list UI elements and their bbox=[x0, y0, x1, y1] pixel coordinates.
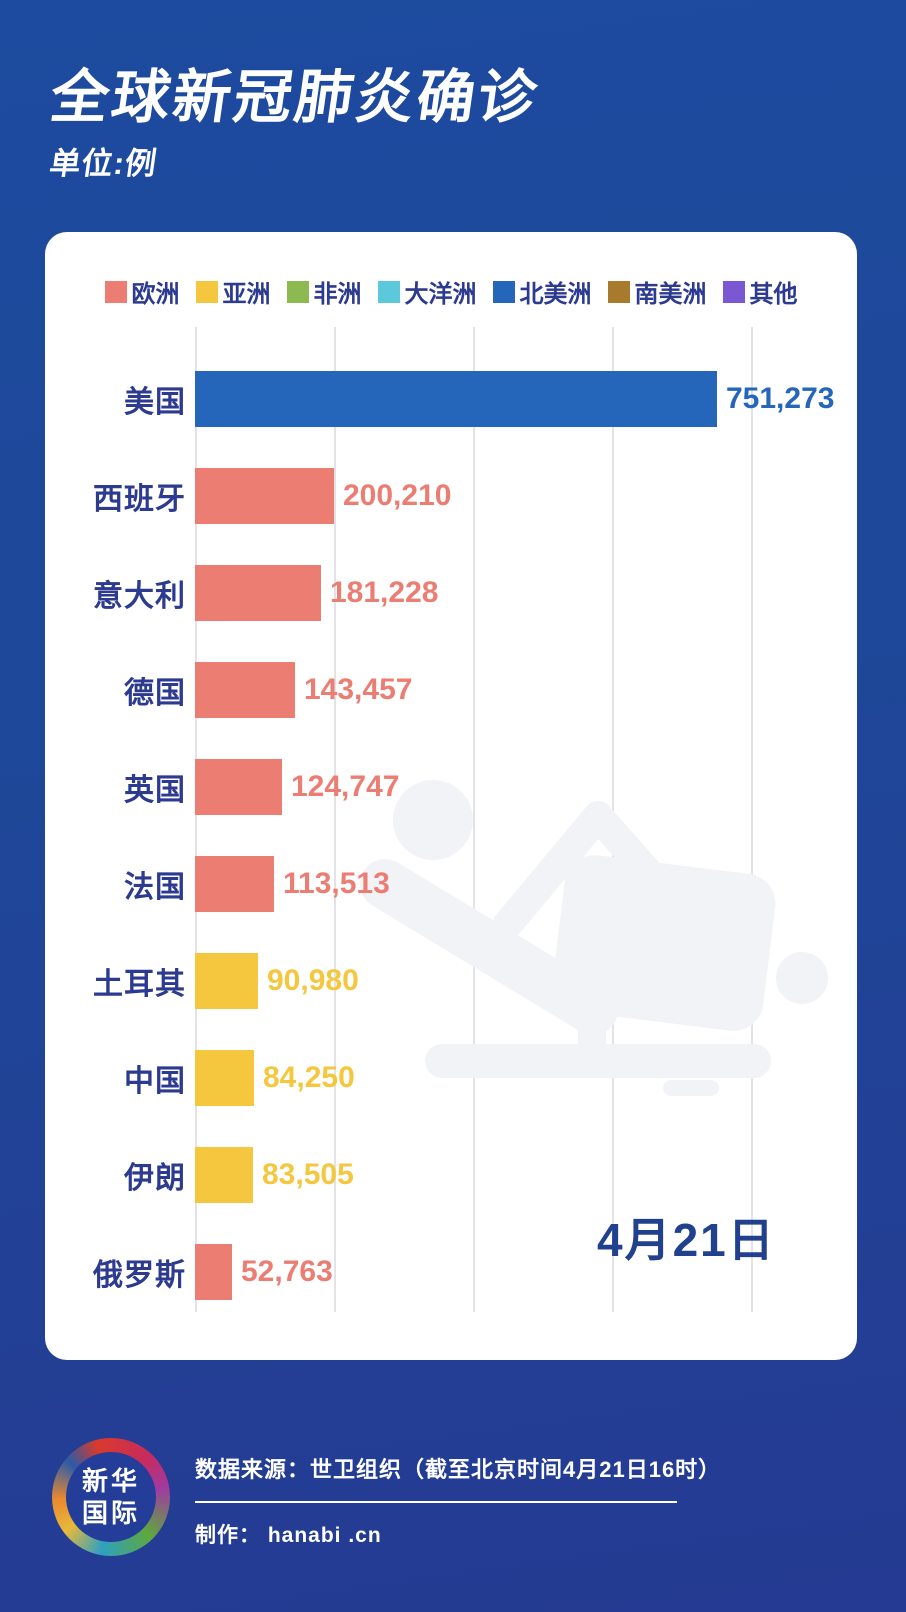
bar-row: 中国 84,250 bbox=[45, 1029, 857, 1126]
country-label: 美国 bbox=[124, 385, 186, 419]
credits: 数据来源：世卫组织（截至北京时间4月21日16时） 制作： hanabi .cn bbox=[195, 1452, 721, 1549]
bar-row: 意大利 181,228 bbox=[45, 544, 857, 641]
bar-row: 伊朗 83,505 bbox=[45, 1126, 857, 1223]
chart-card: 欧洲 亚洲 非洲 大洋洲 北美洲 南美洲 其他 美国 751,273 西班牙 200,210 意大利… bbox=[45, 232, 857, 1360]
value-label: 52,763 bbox=[241, 1254, 333, 1288]
value-label: 113,513 bbox=[283, 866, 390, 900]
credits-divider bbox=[195, 1501, 677, 1503]
legend: 欧洲 亚洲 非洲 大洋洲 北美洲 南美洲 其他 bbox=[45, 274, 857, 309]
bar-row: 德国 143,457 bbox=[45, 641, 857, 738]
legend-swatch-icon bbox=[607, 280, 630, 303]
value-label: 200,210 bbox=[343, 478, 452, 512]
country-label: 中国 bbox=[124, 1064, 186, 1098]
value-label: 83,505 bbox=[262, 1157, 354, 1191]
legend-item: 大洋洲 bbox=[377, 274, 477, 309]
country-label: 伊朗 bbox=[124, 1161, 186, 1195]
legend-swatch-icon bbox=[722, 280, 745, 303]
bar bbox=[195, 1243, 232, 1300]
bar-row: 英国 124,747 bbox=[45, 738, 857, 835]
country-label: 意大利 bbox=[93, 579, 186, 613]
bar bbox=[195, 661, 295, 718]
legend-label: 北美洲 bbox=[519, 281, 592, 308]
legend-label: 其他 bbox=[749, 281, 798, 308]
country-label: 俄罗斯 bbox=[93, 1258, 186, 1292]
legend-swatch-icon bbox=[104, 280, 127, 303]
legend-item: 北美洲 bbox=[492, 274, 592, 309]
bar-rows: 美国 751,273 西班牙 200,210 意大利 181,228 德国 143,457 英国… bbox=[45, 350, 857, 1320]
country-label: 德国 bbox=[124, 676, 186, 710]
bar bbox=[195, 370, 717, 427]
legend-item: 欧洲 bbox=[104, 274, 180, 309]
legend-swatch-icon bbox=[195, 280, 218, 303]
bar-chart: 欧洲 亚洲 非洲 大洋洲 北美洲 南美洲 其他 美国 751,273 西班牙 200,210 意大利… bbox=[45, 232, 857, 1360]
legend-item: 亚洲 bbox=[195, 274, 271, 309]
bar bbox=[195, 1049, 254, 1106]
legend-swatch-icon bbox=[377, 280, 400, 303]
logo-line2: 国际 bbox=[81, 1498, 140, 1528]
maker-text: 制作： hanabi .cn bbox=[195, 1524, 382, 1547]
value-label: 751,273 bbox=[726, 381, 835, 415]
data-source-text: 数据来源：世卫组织（截至北京时间4月21日16时） bbox=[195, 1457, 722, 1482]
bar-row: 俄罗斯 52,763 bbox=[45, 1223, 857, 1320]
xinhua-logo-text: 新华 国际 bbox=[66, 1452, 156, 1542]
legend-item: 非洲 bbox=[286, 274, 362, 309]
gridline bbox=[751, 327, 753, 1312]
legend-label: 欧洲 bbox=[131, 281, 180, 308]
bar-row: 西班牙 200,210 bbox=[45, 447, 857, 544]
country-label: 法国 bbox=[124, 870, 186, 904]
gridline bbox=[195, 327, 197, 1312]
gridline bbox=[334, 327, 336, 1312]
legend-label: 亚洲 bbox=[222, 281, 271, 308]
legend-swatch-icon bbox=[492, 280, 515, 303]
value-label: 84,250 bbox=[263, 1060, 355, 1094]
bar bbox=[195, 564, 321, 621]
legend-swatch-icon bbox=[286, 280, 309, 303]
legend-item: 其他 bbox=[722, 274, 798, 309]
legend-label: 非洲 bbox=[313, 281, 362, 308]
unit-label: 单位:例 bbox=[47, 146, 160, 181]
legend-label: 大洋洲 bbox=[404, 281, 477, 308]
country-label: 英国 bbox=[124, 773, 186, 807]
xinhua-logo: 新华 国际 bbox=[52, 1438, 170, 1556]
gridline bbox=[473, 327, 475, 1312]
footer: 新华 国际 数据来源：世卫组织（截至北京时间4月21日16时） 制作： hana… bbox=[0, 1424, 906, 1612]
value-label: 181,228 bbox=[330, 575, 439, 609]
bar-row: 法国 113,513 bbox=[45, 835, 857, 932]
legend-label: 南美洲 bbox=[634, 281, 707, 308]
value-label: 90,980 bbox=[267, 963, 359, 997]
legend-item: 南美洲 bbox=[607, 274, 707, 309]
bar bbox=[195, 758, 282, 815]
logo-line1: 新华 bbox=[81, 1465, 140, 1496]
value-label: 124,747 bbox=[291, 769, 400, 803]
bar-row: 土耳其 90,980 bbox=[45, 932, 857, 1029]
country-label: 土耳其 bbox=[93, 967, 186, 1001]
value-label: 143,457 bbox=[304, 672, 413, 706]
bar-row: 美国 751,273 bbox=[45, 350, 857, 447]
date-annotation: 4月21日 bbox=[597, 1214, 776, 1266]
bar bbox=[195, 855, 274, 912]
bar bbox=[195, 952, 258, 1009]
bar bbox=[195, 1146, 253, 1203]
bar bbox=[195, 467, 334, 524]
patient-in-bed-watermark-icon bbox=[360, 780, 828, 1096]
country-label: 西班牙 bbox=[93, 482, 186, 516]
page-title: 全球新冠肺炎确诊 bbox=[46, 65, 544, 130]
